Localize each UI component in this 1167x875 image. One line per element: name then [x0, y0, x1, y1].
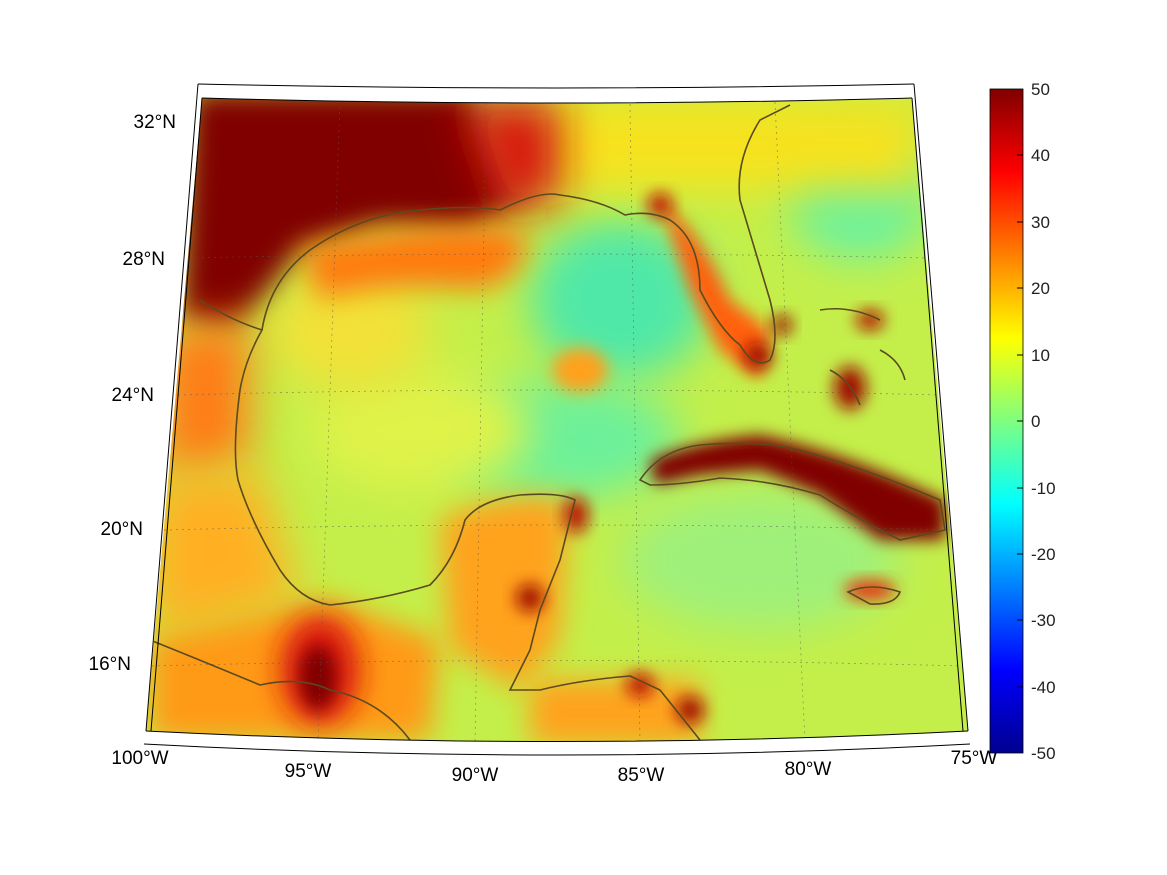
colorbar-label-neg20: -20 [1031, 545, 1056, 564]
lat-label-24: 24°N [112, 385, 154, 406]
lat-label-32: 32°N [134, 112, 176, 133]
colorbar-label-30: 30 [1031, 213, 1050, 232]
colorbar-label-50: 50 [1031, 80, 1050, 99]
colorbar-label-neg40: -40 [1031, 678, 1056, 697]
colorbar-label-neg30: -30 [1031, 611, 1056, 630]
lat-label-16: 16°N [89, 654, 131, 675]
lat-label-20: 20°N [101, 519, 143, 540]
coastlines [149, 104, 946, 741]
colorbar-label-10: 10 [1031, 346, 1050, 365]
longitude-labels: 100°W 95°W 90°W 85°W 80°W 75°W [111, 748, 997, 786]
lon-label-85: 85°W [618, 765, 665, 786]
colorbar-ticks [1017, 154, 1023, 688]
lon-label-90: 90°W [452, 765, 499, 786]
colorbar-label-neg50: -50 [1031, 744, 1056, 763]
colorbar-label-20: 20 [1031, 279, 1050, 298]
lon-label-75: 75°W [951, 748, 998, 769]
colorbar-label-40: 40 [1031, 146, 1050, 165]
lon-label-95: 95°W [285, 761, 332, 782]
lon-label-100: 100°W [111, 748, 168, 769]
colorbar-label-neg10: -10 [1031, 479, 1056, 498]
lat-label-28: 28°N [123, 249, 165, 270]
colorbar: 50 40 30 20 10 0 -10 -20 -30 -40 -50 [989, 80, 1056, 763]
lon-label-80: 80°W [785, 759, 832, 780]
latitude-labels: 32°N 28°N 24°N 20°N 16°N [89, 112, 176, 675]
map-field [146, 98, 968, 742]
colorbar-label-0: 0 [1031, 412, 1040, 431]
graticule [151, 99, 965, 742]
map-frame [143, 83, 971, 756]
